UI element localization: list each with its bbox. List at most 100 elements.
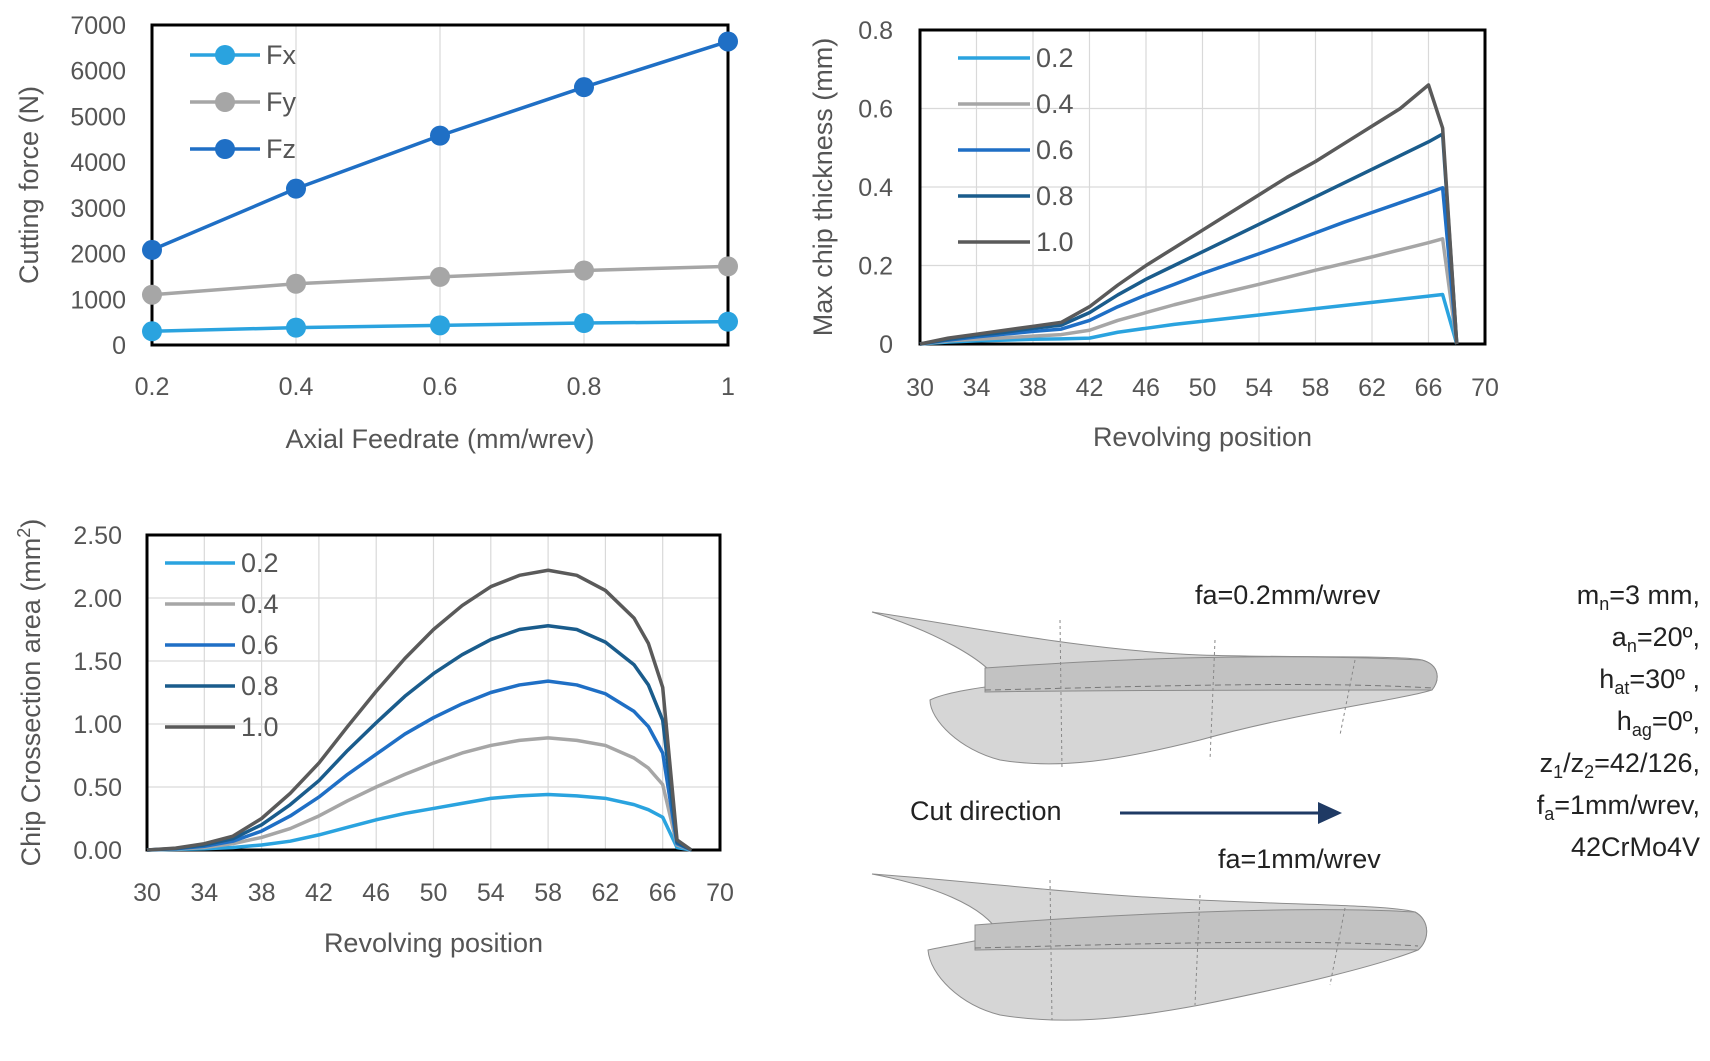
chip-illustration: fa=0.2mm/wrev Cut direction fa=1mm/wrev … bbox=[871, 580, 1700, 1021]
y-tick-label: 2000 bbox=[70, 241, 126, 269]
y-axis-label: Max chip thickness (mm) bbox=[808, 38, 838, 337]
legend-marker bbox=[215, 92, 235, 112]
data-point bbox=[142, 239, 162, 260]
x-axis-label: Revolving position bbox=[1093, 422, 1312, 452]
y-tick-label: 6000 bbox=[70, 58, 126, 86]
chart-max-chip-thickness: 30 34 38 42 46 50 54 58 62 66 70 0 0.2 0.4 0.6 0.8 Revol… bbox=[808, 17, 1499, 452]
series-line-0.8 bbox=[919, 132, 1459, 346]
data-point bbox=[718, 311, 738, 332]
x-tick-label: 62 bbox=[591, 879, 619, 907]
series-line-0.8 bbox=[146, 623, 693, 852]
legend-label: 0.4 bbox=[241, 589, 279, 619]
x-tick-label: 50 bbox=[1189, 374, 1217, 402]
series-line-0.2 bbox=[146, 792, 692, 852]
x-tick-label: 54 bbox=[1245, 374, 1273, 402]
chip-shape-top bbox=[871, 611, 1438, 771]
parameter-line: z1/z2=42/126, bbox=[1540, 748, 1700, 782]
chip-shape-bottom bbox=[871, 873, 1428, 1021]
x-tick-label: 70 bbox=[706, 879, 734, 907]
x-axis-label: Axial Feedrate (mm/wrev) bbox=[285, 424, 594, 454]
x-tick-label: 0.2 bbox=[135, 373, 170, 401]
x-tick-label: 58 bbox=[1302, 374, 1330, 402]
cut-direction-label: Cut direction bbox=[910, 796, 1062, 826]
data-point bbox=[574, 313, 594, 334]
series-line-0.6 bbox=[919, 186, 1459, 346]
x-tick-label: 66 bbox=[649, 879, 677, 907]
y-axis-label: Chip Crossection area (mm2) bbox=[14, 519, 46, 867]
legend-label: 0.2 bbox=[1036, 43, 1074, 73]
x-tick-label: 30 bbox=[133, 879, 161, 907]
data-point bbox=[142, 321, 162, 342]
x-tick-label: 62 bbox=[1358, 374, 1386, 402]
parameter-line: mn=3 mm, bbox=[1577, 580, 1700, 614]
data-point bbox=[286, 273, 306, 294]
caption-bottom: fa=1mm/wrev bbox=[1218, 844, 1381, 874]
legend-marker bbox=[215, 45, 235, 65]
x-tick-label: 46 bbox=[362, 879, 390, 907]
x-tick-label: 34 bbox=[190, 879, 218, 907]
x-tick-label: 34 bbox=[963, 374, 991, 402]
x-tick-label: 0.6 bbox=[423, 373, 458, 401]
parameter-line: hag=0º, bbox=[1617, 706, 1700, 740]
parameter-line: fa=1mm/wrev, bbox=[1537, 790, 1700, 824]
x-tick-label: 38 bbox=[1019, 374, 1047, 402]
x-tick-label: 1 bbox=[721, 373, 735, 401]
y-axis-label: Cutting force (N) bbox=[14, 86, 44, 284]
y-tick-label: 2.00 bbox=[73, 585, 122, 613]
legend-label: Fy bbox=[266, 87, 296, 117]
chart-chip-crossection-area: 30 34 38 42 46 50 54 58 62 66 70 0.00 0.50 1.00 1.50 2.… bbox=[14, 519, 734, 958]
legend-label: Fz bbox=[266, 134, 296, 164]
x-tick-label: 38 bbox=[248, 879, 276, 907]
data-point bbox=[718, 256, 738, 277]
legend-label: 1.0 bbox=[1036, 227, 1074, 257]
x-tick-label: 54 bbox=[477, 879, 505, 907]
y-tick-label: 0 bbox=[879, 331, 893, 359]
plot-frame bbox=[150, 23, 730, 347]
legend-label: 0.8 bbox=[1036, 181, 1074, 211]
legend-label: 0.6 bbox=[241, 630, 279, 660]
x-tick-label: 0.8 bbox=[567, 373, 602, 401]
series-line-1.0 bbox=[919, 83, 1459, 346]
legend-label: 0.2 bbox=[241, 548, 279, 578]
parameter-line: hat=30º , bbox=[1599, 664, 1700, 698]
y-tick-label: 0.8 bbox=[858, 17, 893, 45]
plot-frame bbox=[918, 28, 1487, 346]
x-axis-label: Revolving position bbox=[324, 928, 543, 958]
legend-label: 0.4 bbox=[1036, 89, 1074, 119]
y-tick-label: 1000 bbox=[70, 286, 126, 314]
data-point bbox=[574, 260, 594, 281]
data-point bbox=[142, 284, 162, 305]
y-tick-label: 5000 bbox=[70, 103, 126, 131]
parameter-list: mn=3 mm, an=20º, hat=30º , hag=0º, z1/z2=42/… bbox=[1537, 580, 1700, 862]
y-tick-label: 3000 bbox=[70, 195, 126, 223]
legend-marker bbox=[215, 139, 235, 159]
x-tick-label: 46 bbox=[1132, 374, 1160, 402]
x-tick-label: 58 bbox=[534, 879, 562, 907]
y-tick-label: 1.50 bbox=[73, 648, 122, 676]
parameter-line: 42CrMo4V bbox=[1571, 832, 1700, 862]
y-tick-label: 0.4 bbox=[858, 174, 893, 202]
data-point bbox=[574, 77, 594, 98]
parameter-line: an=20º, bbox=[1612, 622, 1700, 656]
x-tick-label: 0.4 bbox=[279, 373, 314, 401]
y-tick-label: 0 bbox=[112, 332, 126, 360]
y-tick-label: 1.00 bbox=[73, 711, 122, 739]
legend-label: 0.8 bbox=[241, 671, 279, 701]
data-point bbox=[718, 31, 738, 52]
y-tick-label: 0.00 bbox=[73, 837, 122, 865]
x-tick-label: 70 bbox=[1471, 374, 1499, 402]
data-point bbox=[286, 178, 306, 199]
y-tick-label: 7000 bbox=[70, 12, 126, 40]
y-tick-label: 0.50 bbox=[73, 774, 122, 802]
series-line-0.6 bbox=[146, 679, 693, 852]
legend-label: 1.0 bbox=[241, 712, 279, 742]
x-tick-label: 66 bbox=[1415, 374, 1443, 402]
series-line-0.4 bbox=[919, 237, 1459, 346]
data-point bbox=[430, 266, 450, 287]
x-tick-label: 30 bbox=[906, 374, 934, 402]
series-line-0.4 bbox=[146, 736, 692, 852]
chart-cutting-force: 0.2 0.4 0.6 0.8 1 0 1000 2000 3000 4000 5000 6000 70… bbox=[14, 12, 738, 454]
legend-label: Fx bbox=[266, 40, 296, 70]
plot-frame bbox=[145, 533, 722, 852]
caption-top: fa=0.2mm/wrev bbox=[1195, 580, 1381, 610]
